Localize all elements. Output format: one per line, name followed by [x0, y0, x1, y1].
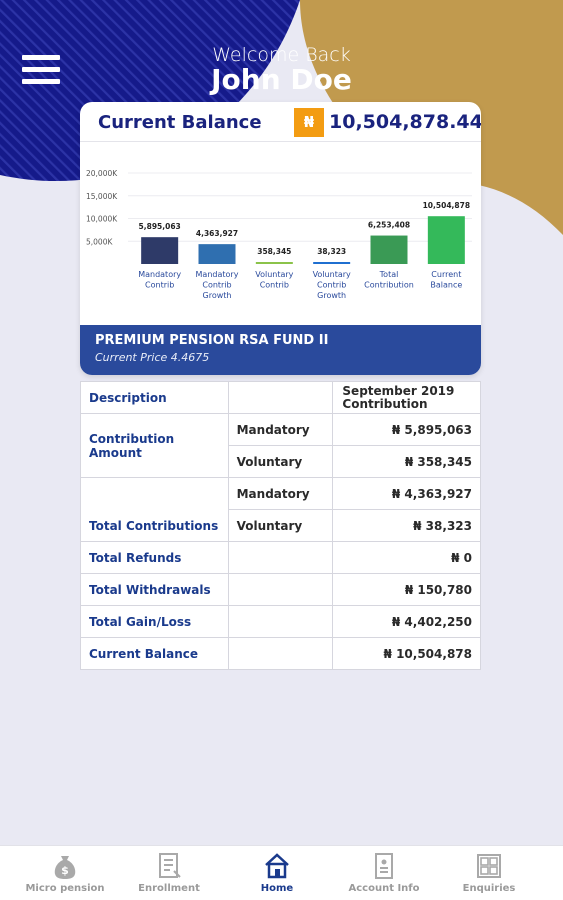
- current-balance-label: Current Balance: [80, 637, 229, 670]
- x-tick-label: Contrib: [260, 281, 289, 290]
- table-row: Total Gain/Loss ₦ 4,402,250: [80, 605, 481, 638]
- mandatory-label: Mandatory: [227, 413, 334, 446]
- welcome-text: Welcome Back: [212, 44, 351, 66]
- x-tick-label: Contrib: [317, 281, 346, 290]
- total-gain-loss-value: ₦ 4,402,250: [332, 605, 481, 638]
- x-tick-label: Contrib: [145, 281, 174, 290]
- table-row: Contribution Amount Mandatory ₦ 5,895,06…: [80, 413, 481, 478]
- x-tick-label: Mandatory: [196, 270, 239, 279]
- current-balance-value: ₦ 10,504,878: [332, 637, 481, 670]
- table-row: Total Contributions Mandatory ₦ 4,363,92…: [80, 477, 481, 542]
- chart-bar: [255, 262, 293, 264]
- account-info-icon: [375, 853, 393, 879]
- nav-home[interactable]: Home: [221, 846, 333, 900]
- total-refunds-value: ₦ 0: [332, 541, 481, 574]
- contribution-bar-chart: 20,000K 15,000K 10,000K 5,000K 5,895,063 Mand…: [86, 169, 472, 300]
- money-bag-icon: $: [54, 856, 76, 879]
- fund-name: PREMIUM PENSION RSA FUND II: [95, 333, 329, 348]
- form-icon: [159, 853, 181, 878]
- fund-info-band: PREMIUM PENSION RSA FUND II Current Pric…: [80, 325, 481, 375]
- table-row: Total Withdrawals ₦ 150,780: [80, 573, 481, 606]
- y-tick-label: 20,000K: [86, 169, 118, 178]
- bar-value-label: 10,504,878: [423, 201, 470, 210]
- bar-value-label: 6,253,408: [368, 221, 410, 230]
- naira-currency-icon: ₦: [294, 108, 324, 137]
- table-row: Current Balance ₦ 10,504,878: [80, 637, 481, 670]
- y-tick-label: 15,000K: [86, 192, 118, 201]
- user-name: John Doe: [211, 63, 352, 96]
- chart-bar: [370, 235, 408, 264]
- balance-amount: 10,504,878.44: [329, 111, 481, 133]
- nav-enquiries[interactable]: Enquiries: [433, 846, 545, 900]
- x-tick-label: Balance: [430, 281, 462, 290]
- bar-value-label: 38,323: [317, 247, 346, 256]
- x-tick-label: Current: [431, 270, 461, 279]
- table-row: Description September 2019 Contribution: [80, 381, 481, 414]
- table-row: Voluntary ₦ 38,323: [81, 509, 481, 542]
- table-header-period: September 2019 Contribution: [332, 381, 481, 414]
- voluntary-label: Voluntary: [227, 445, 334, 478]
- x-tick-label: Voluntary: [313, 270, 351, 279]
- contribution-mandatory-value: ₦ 5,895,063: [332, 413, 481, 446]
- svg-text:$: $: [61, 864, 69, 877]
- y-tick-label: 5,000K: [86, 237, 113, 246]
- bar-value-label: 5,895,063: [139, 222, 181, 231]
- contribution-voluntary-value: ₦ 358,345: [332, 445, 481, 478]
- table-header-description: Description: [80, 381, 229, 414]
- chart-bar: [198, 244, 236, 264]
- bar-value-label: 358,345: [257, 247, 291, 256]
- x-tick-label: Contribution: [364, 281, 414, 290]
- x-tick-label: Voluntary: [255, 270, 293, 279]
- x-tick-label: Contrib: [202, 281, 231, 290]
- bar-value-label: 4,363,927: [196, 229, 238, 238]
- x-tick-label: Growth: [203, 291, 232, 300]
- home-icon: [265, 853, 289, 879]
- bottom-navigation: $ Micro pension Enrollment Home Account …: [0, 845, 563, 900]
- nav-account-info[interactable]: Account Info: [328, 846, 440, 900]
- total-contributions-voluntary-value: ₦ 38,323: [332, 509, 481, 542]
- x-tick-label: Growth: [317, 291, 346, 300]
- x-tick-label: Mandatory: [138, 270, 181, 279]
- chart-bar: [313, 262, 351, 264]
- total-refunds-label: Total Refunds: [80, 541, 229, 574]
- contribution-summary-table: Description September 2019 Contribution …: [80, 381, 481, 670]
- total-withdrawals-label: Total Withdrawals: [80, 573, 229, 606]
- balance-card: Current Balance ₦ 10,504,878.44 20,000K 1…: [80, 102, 481, 375]
- voluntary-label: Voluntary: [227, 509, 334, 542]
- nav-enrollment[interactable]: Enrollment: [113, 846, 225, 900]
- mandatory-label: Mandatory: [227, 477, 334, 510]
- chart-bar: [427, 216, 465, 264]
- x-tick-label: Total: [379, 270, 399, 279]
- y-tick-label: 10,000K: [86, 215, 118, 224]
- balance-card-header: Current Balance ₦ 10,504,878.44: [80, 102, 481, 142]
- total-gain-loss-label: Total Gain/Loss: [80, 605, 229, 638]
- chart-bar: [141, 237, 179, 264]
- table-row: Total Refunds ₦ 0: [80, 541, 481, 574]
- nav-micro-pension[interactable]: $ Micro pension: [9, 846, 121, 900]
- total-withdrawals-value: ₦ 150,780: [332, 573, 481, 606]
- table-header-blank: [227, 381, 334, 414]
- hamburger-menu-icon: [22, 55, 60, 60]
- total-contributions-label: Total Contributions: [80, 477, 229, 542]
- enquiries-icon: [477, 854, 501, 878]
- balance-title: Current Balance: [98, 112, 262, 133]
- total-contributions-mandatory-value: ₦ 4,363,927: [332, 477, 481, 510]
- menu-button[interactable]: [22, 55, 60, 89]
- fund-current-price: Current Price 4.4675: [95, 351, 210, 364]
- contribution-amount-label: Contribution Amount: [80, 413, 229, 478]
